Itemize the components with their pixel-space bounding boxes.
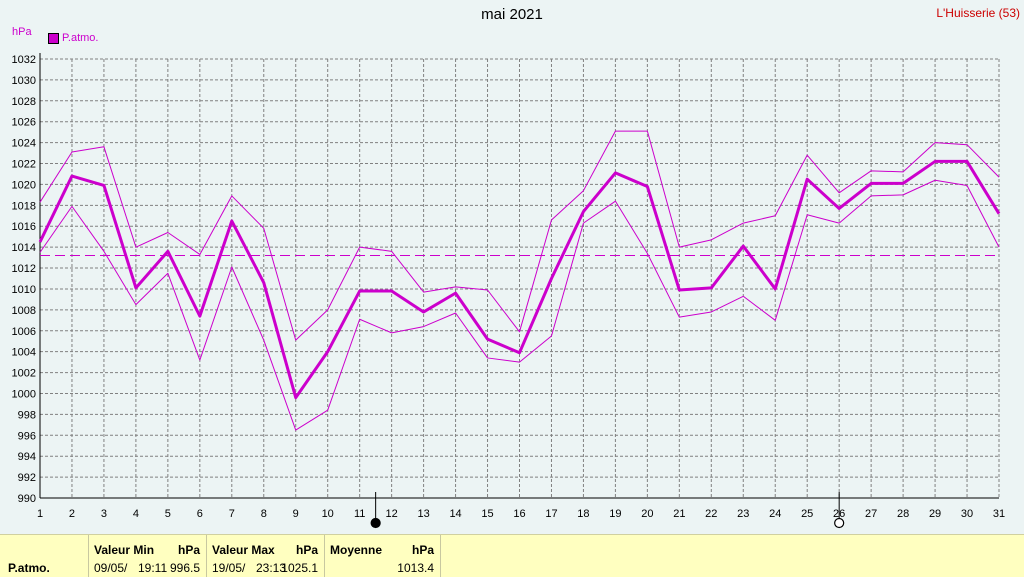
legend: P.atmo. xyxy=(48,32,99,44)
y-tick-label: 996 xyxy=(18,430,36,442)
stats-min-date: 09/05/ xyxy=(94,561,128,575)
stats-avg-unit: hPa xyxy=(411,543,434,557)
y-tick-label: 992 xyxy=(18,472,36,484)
stats-max-unit: hPa xyxy=(295,543,318,557)
stats-panel: P.atmo. Valeur Min hPa 09/05/ 19:11 996.… xyxy=(0,534,1024,577)
y-tick-label: 1028 xyxy=(12,96,36,108)
x-tick-label: 23 xyxy=(737,508,749,520)
y-tick-label: 1002 xyxy=(12,368,36,380)
x-tick-label: 21 xyxy=(673,508,685,520)
y-tick-label: 994 xyxy=(18,451,36,463)
stats-max-cell: Valeur Max hPa 19/05/ 23:13 1025.1 xyxy=(206,535,325,577)
x-tick-label: 11 xyxy=(354,508,365,520)
full-moon-icon xyxy=(834,517,845,529)
stats-max-header: Valeur Max xyxy=(212,543,275,557)
x-tick-label: 12 xyxy=(386,508,398,520)
x-tick-label: 31 xyxy=(993,508,1005,520)
x-tick-label: 18 xyxy=(577,508,589,520)
legend-label: P.atmo. xyxy=(62,32,99,44)
chart-title: mai 2021 xyxy=(481,6,543,23)
x-tick-label: 8 xyxy=(261,508,267,520)
stats-row-label-cell: P.atmo. xyxy=(0,535,89,577)
y-tick-label: 1026 xyxy=(12,117,36,129)
x-tick-label: 17 xyxy=(545,508,557,520)
x-tick-label: 6 xyxy=(197,508,203,520)
x-tick-label: 4 xyxy=(133,508,139,520)
x-tick-label: 5 xyxy=(165,508,171,520)
y-tick-label: 1018 xyxy=(12,200,36,212)
y-tick-label: 1010 xyxy=(12,284,36,296)
stats-max-time: 23:13 xyxy=(256,561,287,575)
x-tick-label: 7 xyxy=(229,508,235,520)
y-tick-label: 998 xyxy=(18,409,36,421)
x-tick-label: 10 xyxy=(322,508,334,520)
series-line-max xyxy=(39,130,1000,341)
new-moon-icon xyxy=(370,517,381,529)
x-tick-label: 2 xyxy=(69,508,75,520)
y-tick-label: 1024 xyxy=(12,138,36,150)
x-tick-label: 3 xyxy=(101,508,107,520)
x-tick-label: 25 xyxy=(801,508,813,520)
y-tick-label: 1016 xyxy=(12,221,36,233)
stats-min-value: 996.5 xyxy=(169,561,200,575)
stats-max-value: 1025.1 xyxy=(281,561,318,575)
y-tick-label: 1022 xyxy=(12,159,36,171)
stats-avg-value: 1013.4 xyxy=(397,561,434,575)
y-tick-label: 1014 xyxy=(12,242,36,254)
y-tick-label: 1006 xyxy=(12,326,36,338)
series-line-min xyxy=(39,179,1000,431)
station-name: L'Huisserie (53) xyxy=(936,6,1020,20)
y-tick-label: 1012 xyxy=(12,263,36,275)
stats-min-header: Valeur Min xyxy=(94,543,155,557)
pressure-chart: 9909929949969981000100210041006100810101… xyxy=(12,53,1005,529)
stats-avg-header: Moyenne xyxy=(330,543,383,557)
y-tick-label: 1032 xyxy=(12,54,36,66)
x-tick-label: 30 xyxy=(961,508,973,520)
stats-avg-cell: Moyenne hPa 1013.4 xyxy=(324,535,441,577)
y-tick-label: 1030 xyxy=(12,75,36,87)
x-tick-label: 13 xyxy=(417,508,429,520)
x-tick-label: 1 xyxy=(37,508,43,520)
x-tick-label: 9 xyxy=(293,508,299,520)
series-line-mean xyxy=(38,159,1001,400)
stats-min-cell: Valeur Min hPa 09/05/ 19:11 996.5 xyxy=(88,535,207,577)
x-tick-label: 22 xyxy=(705,508,717,520)
legend-swatch xyxy=(48,32,59,44)
y-tick-label: 990 xyxy=(18,493,36,505)
stats-max-date: 19/05/ xyxy=(212,561,246,575)
y-tick-label: 1004 xyxy=(12,347,36,359)
y-tick-label: 1020 xyxy=(12,179,36,191)
x-tick-label: 29 xyxy=(929,508,941,520)
x-tick-label: 20 xyxy=(641,508,653,520)
x-tick-label: 14 xyxy=(449,508,461,520)
x-tick-label: 28 xyxy=(897,508,909,520)
y-tick-label: 1008 xyxy=(12,305,36,317)
stats-min-time: 19:11 xyxy=(138,561,168,575)
x-tick-label: 15 xyxy=(481,508,493,520)
grid-lines xyxy=(39,58,1000,499)
y-tick-label: 1000 xyxy=(12,388,36,400)
stats-row-label: P.atmo. xyxy=(8,561,50,575)
x-tick-label: 27 xyxy=(865,508,877,520)
x-tick-label: 19 xyxy=(609,508,621,520)
stats-min-unit: hPa xyxy=(177,543,200,557)
x-tick-label: 24 xyxy=(769,508,781,520)
y-axis-unit: hPa xyxy=(12,26,32,38)
x-tick-label: 16 xyxy=(513,508,525,520)
